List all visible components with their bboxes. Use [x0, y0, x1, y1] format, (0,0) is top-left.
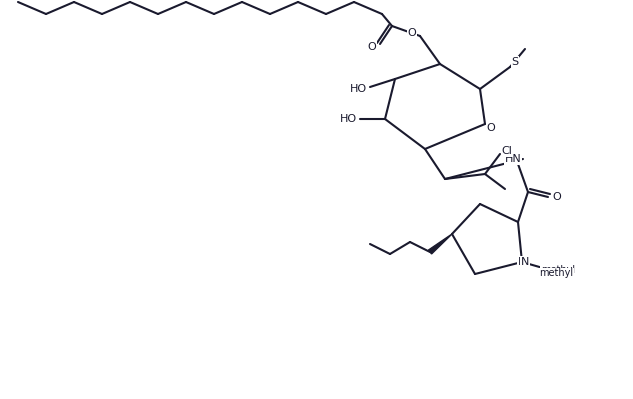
- Text: O: O: [408, 28, 417, 38]
- Text: methyl: methyl: [539, 268, 573, 278]
- Text: O: O: [368, 42, 377, 52]
- Text: O: O: [487, 123, 496, 133]
- Text: HN: HN: [505, 154, 522, 164]
- Text: N: N: [518, 257, 526, 267]
- Text: S: S: [511, 57, 518, 67]
- Text: methyl: methyl: [541, 265, 575, 275]
- Text: O: O: [553, 192, 561, 202]
- Text: N: N: [521, 257, 529, 267]
- Polygon shape: [429, 234, 452, 254]
- Text: HO: HO: [349, 84, 367, 94]
- Text: Cl: Cl: [501, 146, 513, 156]
- Text: HO: HO: [339, 114, 356, 124]
